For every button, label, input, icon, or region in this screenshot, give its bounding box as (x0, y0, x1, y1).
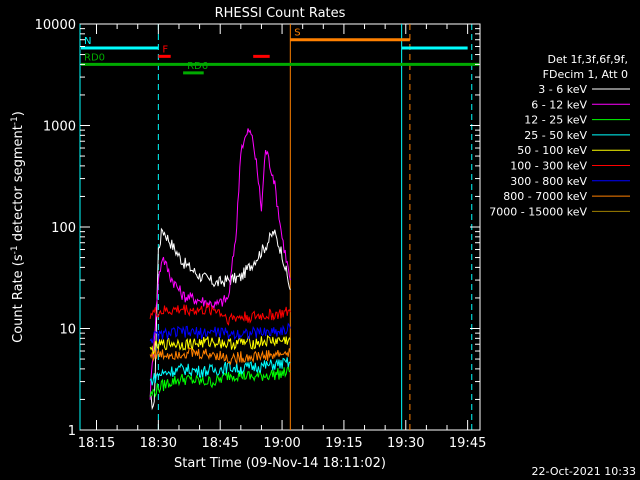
y-tick-label: 1000 (43, 120, 76, 135)
legend-header-line: FDecim 1, Att 0 (543, 68, 628, 81)
x-tick-label: 19:15 (325, 436, 362, 451)
legend-label: 800 - 7000 keV (503, 190, 587, 203)
legend-label: 6 - 12 keV (531, 98, 587, 111)
plot-frame (79, 23, 481, 431)
y-tick-label: 10000 (35, 18, 76, 33)
legend-header-line: Det 1f,3f,6f,9f, (547, 53, 628, 66)
y-tick-label: 1 (68, 424, 76, 439)
flag-label: F (162, 44, 168, 55)
series-line (149, 347, 291, 366)
x-axis-label: Start Time (09-Nov-14 18:11:02) (174, 456, 386, 471)
x-tick-label: 19:45 (449, 436, 486, 451)
x-tick-label: 18:45 (201, 436, 238, 451)
legend-label: 300 - 800 keV (510, 175, 587, 188)
y-axis-label: Count Rate (s-1 detector segment-1) (10, 111, 26, 343)
series-line (149, 365, 291, 398)
legend-label: 25 - 50 keV (524, 129, 587, 142)
legend-label: 50 - 100 keV (517, 144, 587, 157)
x-tick-label: 18:30 (140, 436, 177, 451)
legend-label: 7000 - 15000 keV (489, 205, 587, 218)
series-line (149, 334, 291, 355)
legend-label: 3 - 6 keV (538, 83, 587, 96)
flag-label: RD0 (84, 52, 105, 63)
series-line (149, 128, 291, 400)
legend: Det 1f,3f,6f,9f, FDecim 1, Att 0 3 - 6 k… (489, 53, 630, 218)
chart-title: RHESSI Count Rates (215, 6, 346, 21)
legend-label: 100 - 300 keV (510, 160, 587, 173)
x-tick-label: 18:15 (78, 436, 115, 451)
series-line (149, 302, 291, 326)
legend-label: 12 - 25 keV (524, 114, 587, 127)
y-tick-label: 100 (51, 221, 76, 236)
series-line (149, 227, 291, 411)
flag-label: RD6 (187, 61, 208, 72)
series-line (149, 357, 291, 386)
flag-label: S (294, 28, 300, 39)
y-tick-label: 10 (59, 323, 76, 338)
flag-label: N (84, 36, 91, 47)
series-line (149, 322, 291, 344)
x-tick-label: 19:00 (263, 436, 300, 451)
x-tick-label: 19:30 (387, 436, 424, 451)
footer-timestamp: 22-Oct-2021 10:33 (532, 465, 636, 478)
